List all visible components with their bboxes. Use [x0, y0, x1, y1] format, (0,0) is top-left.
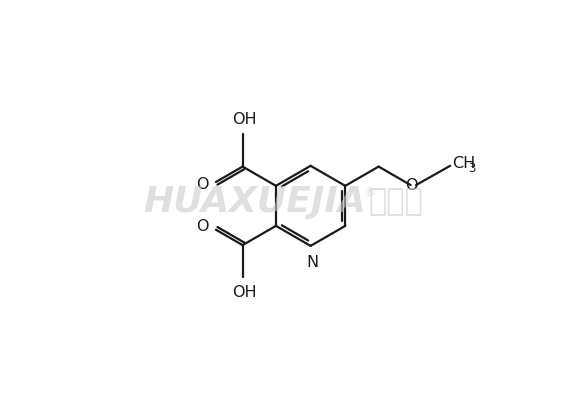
Text: O: O [196, 219, 208, 234]
Text: OH: OH [232, 285, 257, 300]
Text: HUAXUEJIA: HUAXUEJIA [143, 185, 367, 219]
Text: ®: ® [363, 186, 376, 199]
Text: N: N [306, 255, 318, 270]
Text: 化学加: 化学加 [368, 188, 423, 216]
Text: O: O [196, 177, 208, 192]
Text: 3: 3 [469, 162, 476, 175]
Text: O: O [405, 178, 418, 192]
Text: OH: OH [232, 112, 257, 126]
Text: CH: CH [452, 156, 475, 171]
